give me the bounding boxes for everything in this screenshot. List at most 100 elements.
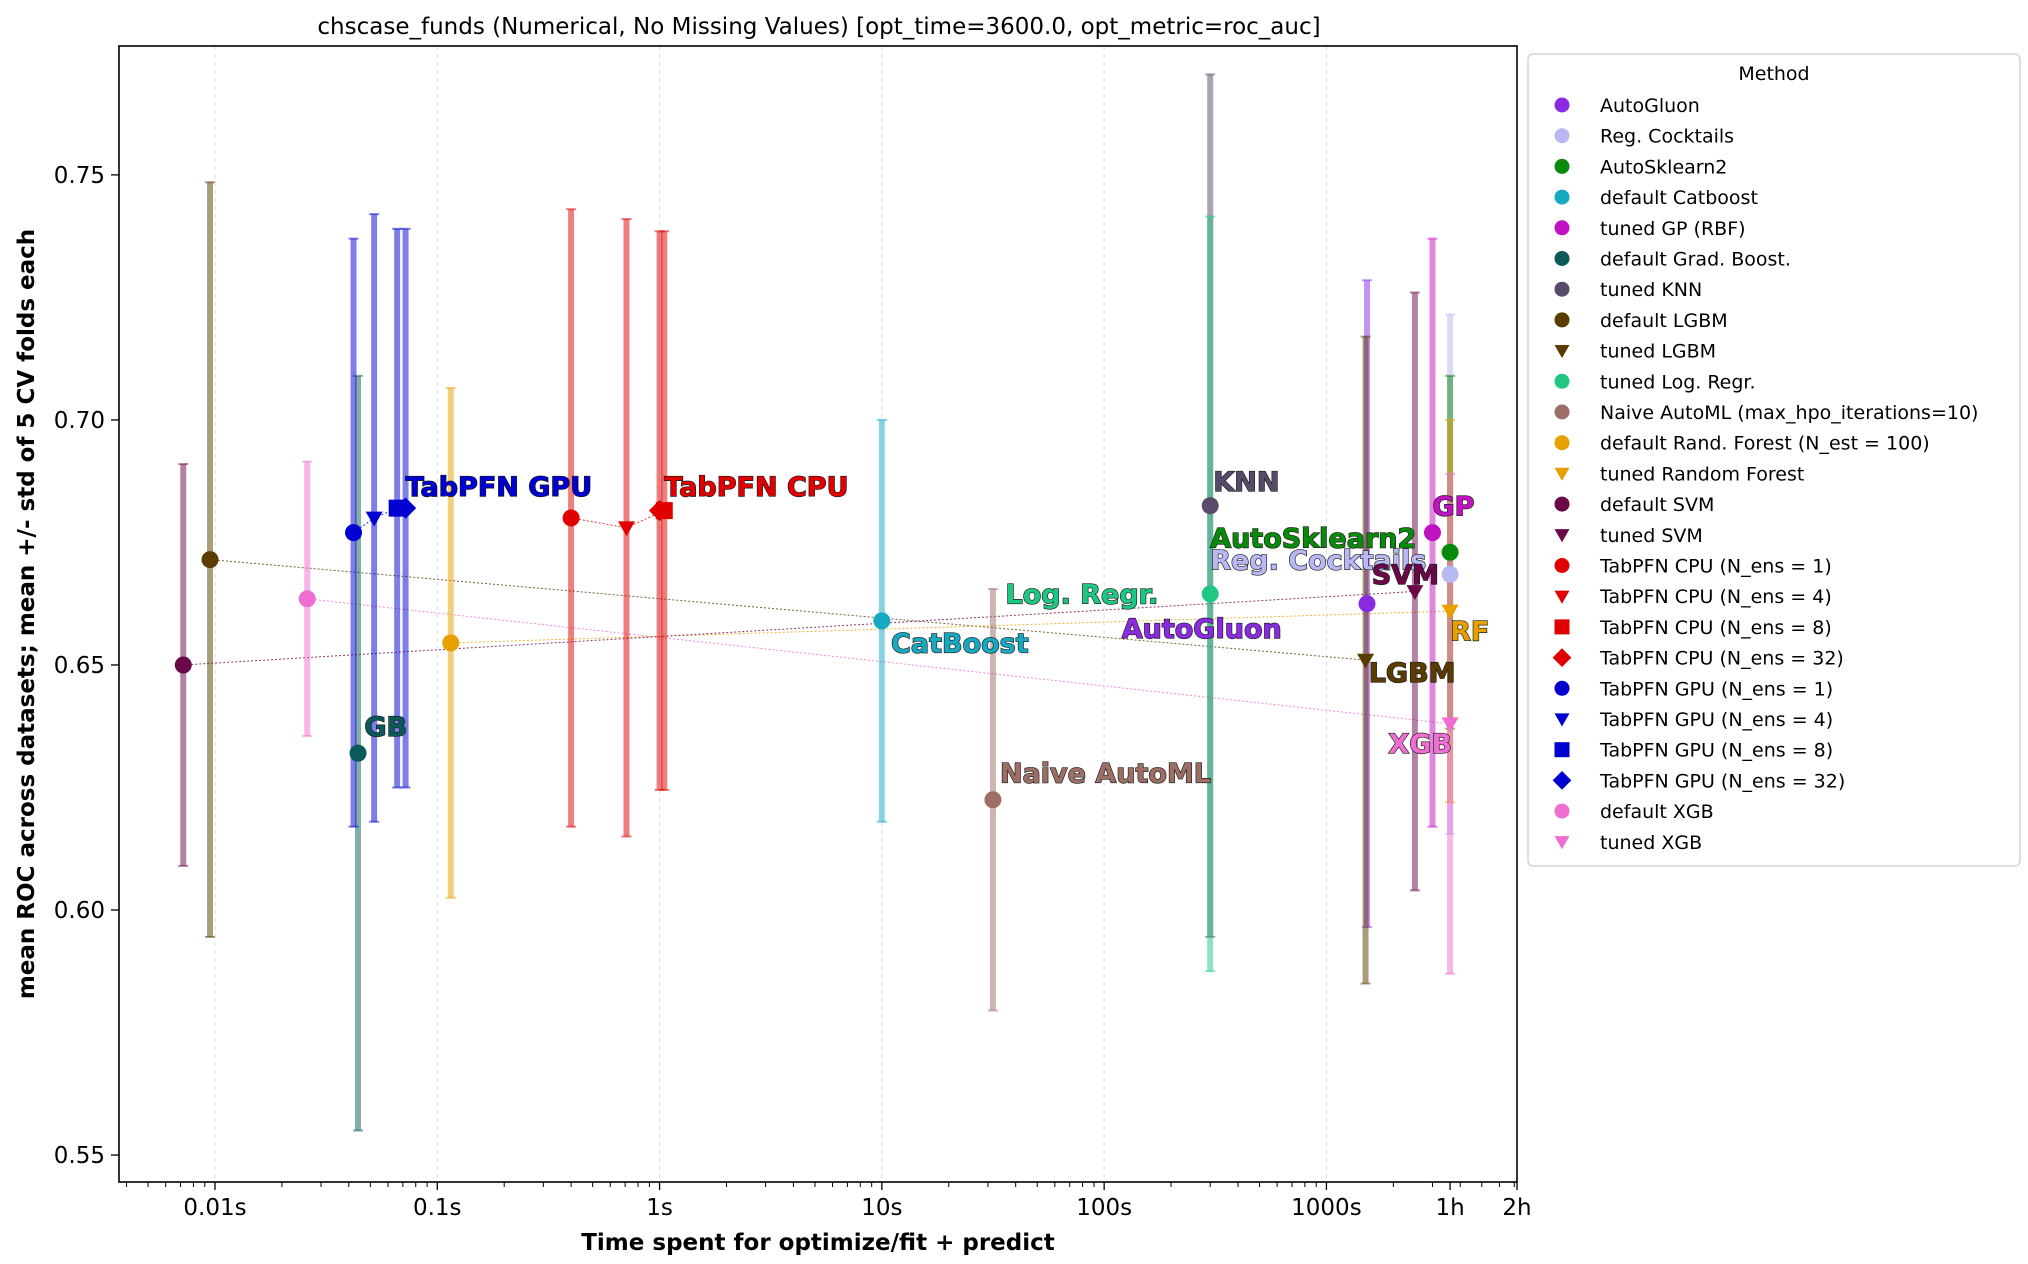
x-tick-label: 1000s bbox=[1291, 1195, 1362, 1221]
y-tick-label: 0.60 bbox=[54, 898, 105, 924]
legend: Method AutoGluon Reg. Cocktails AutoSklear… bbox=[1527, 53, 2021, 867]
legend-marker bbox=[1554, 680, 1570, 696]
connector-line bbox=[571, 517, 627, 529]
y-tick-label: 0.70 bbox=[54, 408, 105, 434]
legend-label: default Catboost bbox=[1600, 187, 1758, 209]
x-tick-label: 2h bbox=[1502, 1195, 1531, 1221]
legend-items: AutoGluon Reg. Cocktails AutoSklearn2 defau… bbox=[1552, 95, 1978, 854]
legend-label: tuned XGB bbox=[1600, 832, 1702, 854]
data-point bbox=[1441, 565, 1459, 583]
y-tick-label: 0.75 bbox=[54, 163, 105, 189]
legend-label: default LGBM bbox=[1600, 310, 1728, 332]
legend-label: TabPFN CPU (N_ens = 1) bbox=[1599, 556, 1832, 578]
data-point bbox=[873, 612, 891, 630]
data-point bbox=[984, 791, 1002, 809]
legend-label: TabPFN GPU (N_ens = 8) bbox=[1599, 740, 1833, 762]
legend-label: tuned Log. Regr. bbox=[1600, 371, 1756, 393]
data-point bbox=[174, 656, 192, 674]
data-point bbox=[1357, 653, 1375, 669]
legend-label: Reg. Cocktails bbox=[1600, 126, 1734, 148]
legend-label: TabPFN CPU (N_ens = 32) bbox=[1599, 648, 1844, 670]
legend-marker bbox=[1554, 281, 1570, 297]
legend-marker bbox=[1554, 742, 1570, 758]
point-annotation: XGB bbox=[1388, 729, 1452, 760]
legend-label: TabPFN GPU (N_ens = 1) bbox=[1599, 678, 1833, 700]
point-annotation: Reg. Cocktails bbox=[1210, 545, 1426, 576]
legend-title: Method bbox=[1738, 63, 1809, 85]
legend-marker bbox=[1554, 435, 1570, 451]
legend-label: tuned KNN bbox=[1600, 279, 1702, 301]
legend-marker bbox=[1554, 496, 1570, 512]
legend-label: default XGB bbox=[1600, 801, 1714, 823]
legend-marker bbox=[1554, 803, 1570, 819]
legend-label: TabPFN CPU (N_ens = 4) bbox=[1599, 586, 1832, 608]
legend-box bbox=[1527, 53, 2021, 867]
data-point bbox=[442, 634, 460, 652]
y-axis: 0.55 0.60 0.65 0.70 0.75 bbox=[54, 163, 119, 1169]
point-annotation: Naive AutoML bbox=[1000, 759, 1211, 790]
x-tick-label: 1s bbox=[646, 1195, 673, 1221]
legend-marker bbox=[1554, 713, 1570, 727]
chart-title: chscase_funds (Numerical, No Missing Val… bbox=[317, 14, 1320, 40]
legend-marker bbox=[1554, 404, 1570, 420]
data-point bbox=[562, 509, 580, 527]
legend-label: Naive AutoML (max_hpo_iterations=10) bbox=[1600, 402, 1978, 424]
data-point bbox=[365, 511, 383, 527]
legend-marker bbox=[1554, 312, 1570, 328]
legend-marker bbox=[1554, 128, 1570, 144]
legend-label: tuned SVM bbox=[1600, 525, 1703, 547]
point-annotation: TabPFN GPU bbox=[406, 472, 593, 503]
point-annotation: AutoSklearn2 bbox=[1210, 523, 1416, 554]
legend-marker bbox=[1554, 590, 1570, 604]
data-point bbox=[1441, 543, 1459, 561]
legend-marker bbox=[1554, 467, 1570, 481]
point-annotation: SVM bbox=[1372, 560, 1439, 591]
data-point bbox=[1201, 497, 1219, 515]
legend-marker bbox=[1554, 373, 1570, 389]
x-tick-label: 10s bbox=[861, 1195, 902, 1221]
legend-marker bbox=[1552, 648, 1572, 667]
legend-marker bbox=[1554, 529, 1570, 543]
point-annotation: CatBoost bbox=[891, 629, 1029, 660]
point-annotation: GB bbox=[364, 712, 407, 743]
legend-label: AutoSklearn2 bbox=[1600, 156, 1727, 178]
data-point bbox=[648, 499, 671, 522]
legend-label: tuned Random Forest bbox=[1600, 463, 1804, 485]
legend-marker bbox=[1554, 344, 1570, 359]
data-point bbox=[1423, 524, 1441, 542]
legend-marker bbox=[1554, 251, 1570, 266]
plot-frame bbox=[118, 45, 1518, 1183]
x-tick-label: 0.01s bbox=[183, 1195, 246, 1221]
legend-marker bbox=[1554, 619, 1570, 635]
data-point bbox=[1441, 717, 1459, 733]
point-annotation: KNN bbox=[1213, 467, 1279, 498]
y-tick-label: 0.65 bbox=[54, 653, 105, 679]
y-tick-label: 0.55 bbox=[54, 1143, 105, 1169]
point-annotation: TabPFN CPU bbox=[664, 472, 848, 503]
data-point bbox=[349, 744, 367, 762]
data-point bbox=[617, 521, 635, 537]
legend-marker bbox=[1554, 558, 1570, 573]
x-tick-label: 1h bbox=[1435, 1195, 1464, 1221]
data-point bbox=[345, 524, 363, 542]
legend-label: default SVM bbox=[1600, 494, 1714, 516]
data-point bbox=[298, 590, 316, 608]
y-axis-label: mean ROC across datasets; mean +/- std o… bbox=[14, 229, 40, 999]
data-point bbox=[1201, 585, 1219, 603]
x-tick-label: 100s bbox=[1076, 1195, 1132, 1221]
connector-line bbox=[626, 510, 665, 529]
legend-label: default Grad. Boost. bbox=[1600, 249, 1791, 271]
legend-label: TabPFN CPU (N_ens = 8) bbox=[1599, 617, 1832, 639]
point-annotation: RF bbox=[1450, 616, 1489, 647]
point-annotation: Log. Regr. bbox=[1006, 580, 1159, 611]
data-point bbox=[394, 497, 417, 519]
legend-label: TabPFN GPU (N_ens = 32) bbox=[1599, 770, 1845, 792]
legend-label: TabPFN GPU (N_ens = 4) bbox=[1599, 709, 1833, 731]
legend-marker bbox=[1552, 771, 1572, 790]
legend-label: tuned GP (RBF) bbox=[1600, 218, 1746, 240]
x-tick-label: 0.1s bbox=[413, 1195, 462, 1221]
legend-label: default Rand. Forest (N_est = 100) bbox=[1600, 433, 1930, 455]
legend-marker bbox=[1554, 836, 1570, 850]
legend-label: AutoGluon bbox=[1600, 95, 1700, 117]
data-markers bbox=[174, 497, 1459, 809]
